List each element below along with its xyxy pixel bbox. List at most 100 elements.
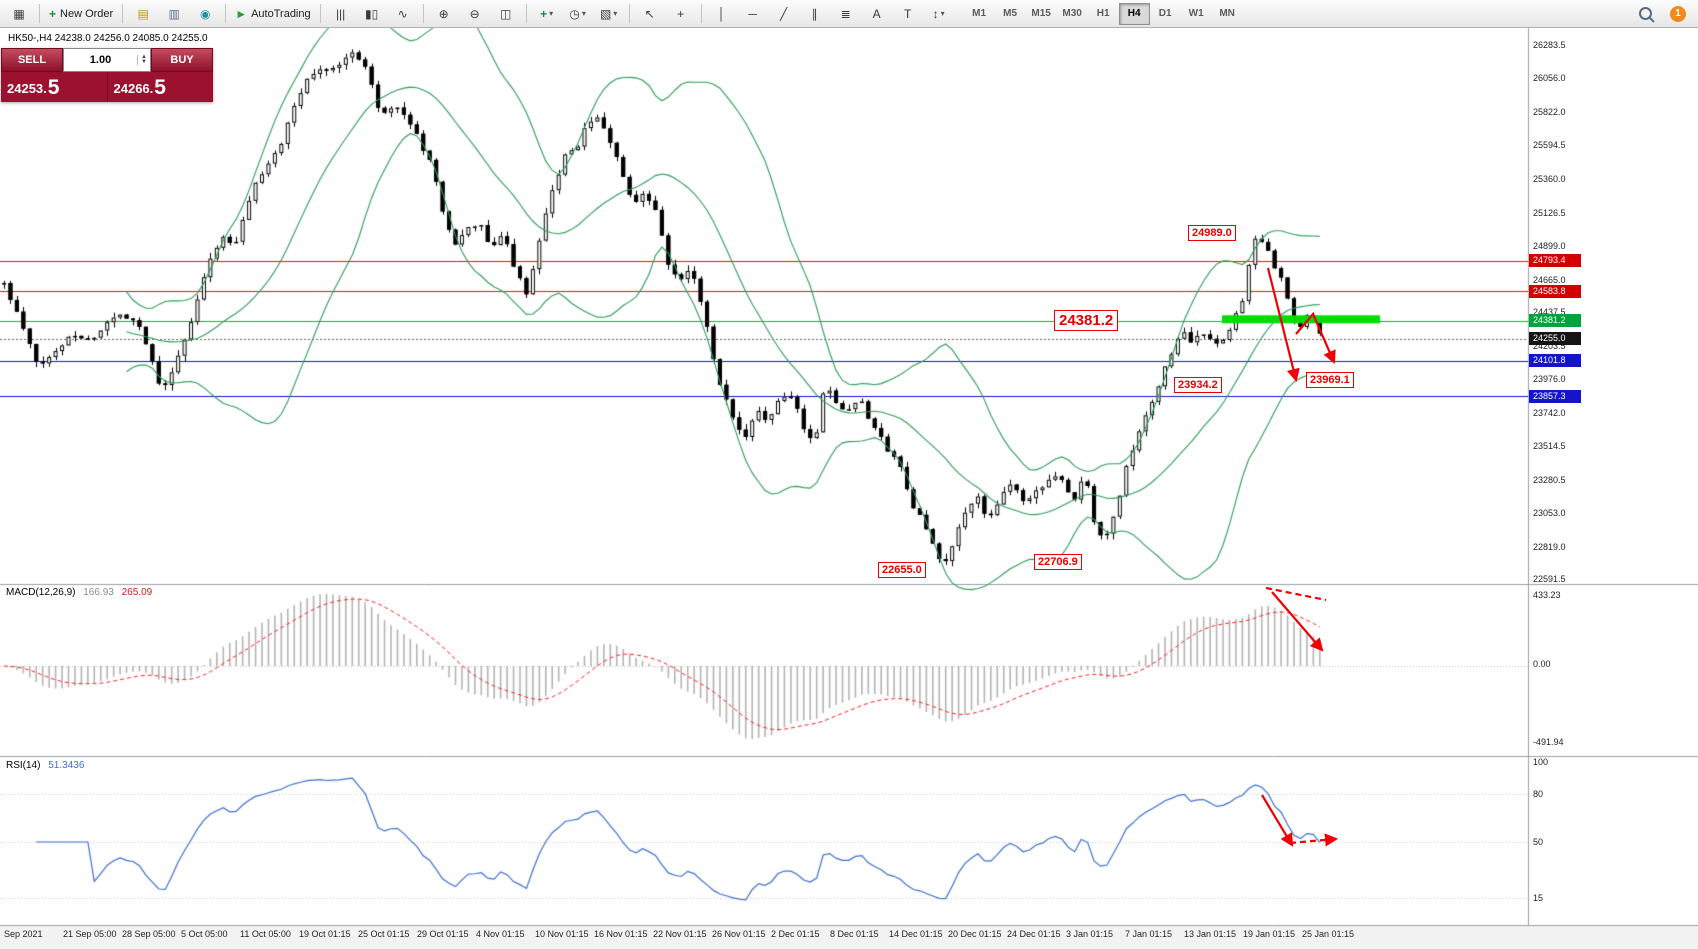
dropdown-caret-icon: ▾	[581, 9, 586, 18]
spin-down-icon[interactable]: ▼	[141, 59, 147, 65]
cursor-button[interactable]: ↖	[635, 2, 665, 26]
tile-windows-icon: ◫	[499, 6, 512, 21]
fibonacci-button[interactable]: ≣	[831, 2, 861, 26]
label-button[interactable]: T	[893, 2, 923, 26]
horizontal-line-button[interactable]: ─	[738, 2, 768, 26]
templates-button[interactable]: ▧ ▾	[594, 2, 624, 26]
time-axis-label: 24 Dec 01:15	[1007, 929, 1061, 939]
timeframe-m5[interactable]: M5	[1003, 8, 1018, 19]
bars-button[interactable]: |||	[326, 2, 356, 26]
indicators-button[interactable]: + ▾	[532, 2, 562, 26]
sell-button[interactable]: SELL	[1, 48, 63, 72]
time-axis-label: Sep 2021	[4, 929, 43, 939]
notification-badge[interactable]: 1	[1670, 5, 1686, 22]
timeframe-group: M1 M5 M15 M30 H1 H4 D1 W1 MN	[964, 2, 1243, 25]
y-axis-tick: 24899.0	[1533, 240, 1566, 251]
toolbar-separator	[525, 4, 527, 23]
autotrading-button[interactable]: ► AutoTrading	[231, 2, 314, 26]
autotrading-button-label: AutoTrading	[251, 7, 311, 20]
toolbar: ▦ + New Order ▤ ▥ ◉ ► AutoTrading ||| ▮▯ ∿ ⊕ ⊖ ◫ + ▾ ◷ ▾ ▧…	[0, 0, 1698, 28]
candlesticks-button[interactable]: ▮▯	[357, 2, 387, 26]
timeframe-h1[interactable]: H1	[1096, 8, 1110, 19]
time-axis-label: 25 Jan 01:15	[1302, 929, 1355, 939]
line-chart-icon: ∿	[397, 6, 408, 21]
timeframe-m15[interactable]: M15	[1031, 8, 1051, 19]
spin-up-icon[interactable]: ▲	[141, 54, 147, 60]
price-annotation[interactable]: 24381.2	[1054, 310, 1119, 331]
y-axis-tick: 23514.5	[1533, 440, 1566, 451]
timeframe-mn[interactable]: MN	[1219, 8, 1235, 19]
toolbar-separator	[225, 4, 227, 23]
search-button[interactable]	[1630, 2, 1660, 26]
price-level-tag: 24255.0	[1529, 332, 1581, 346]
rsi-scale-tick: 50	[1533, 837, 1544, 847]
crosshair-icon: +	[677, 6, 685, 21]
zoom-in-icon: ⊕	[438, 6, 449, 21]
vertical-line-button[interactable]: │	[707, 2, 737, 26]
time-axis-label: 20 Dec 01:15	[948, 929, 1002, 939]
periods-button[interactable]: ◷ ▾	[563, 2, 593, 26]
chart-window-button[interactable]: ▤	[128, 2, 158, 26]
price-annotation[interactable]: 22706.9	[1034, 554, 1082, 570]
price-annotation[interactable]: 23969.1	[1306, 372, 1354, 388]
timeframe-d1[interactable]: D1	[1158, 8, 1172, 19]
macd-scale-tick: 0.00	[1533, 659, 1551, 669]
charts-grid-button[interactable]: ▦	[4, 2, 34, 26]
time-axis-label: 16 Nov 01:15	[594, 929, 648, 939]
zoom-out-button[interactable]: ⊖	[460, 2, 490, 26]
channel-button[interactable]: ∥	[800, 2, 830, 26]
macd-scale-tick: -491.94	[1533, 737, 1564, 747]
search-icon	[1638, 7, 1652, 20]
text-icon: A	[872, 6, 881, 21]
price-annotation[interactable]: 22655.0	[878, 562, 926, 578]
candlesticks-icon: ▮▯	[365, 6, 379, 21]
sell-price[interactable]: 24253. 5	[1, 72, 107, 102]
volume-spin[interactable]: ▲ ▼	[137, 54, 150, 65]
price-annotation[interactable]: 24989.0	[1188, 225, 1236, 241]
zoom-in-button[interactable]: ⊕	[429, 2, 459, 26]
print-icon: ▥	[168, 6, 180, 21]
arrows-icon: ↕	[932, 6, 939, 21]
buy-button[interactable]: BUY	[151, 48, 213, 72]
y-axis-tick: 25822.0	[1533, 107, 1566, 118]
time-axis-label: 21 Sep 05:00	[63, 929, 117, 939]
arrows-button[interactable]: ↕ ▾	[924, 2, 954, 26]
indicators-icon: +	[540, 6, 548, 21]
time-axis-label: 3 Jan 01:15	[1066, 929, 1114, 939]
toolbar-separator	[39, 4, 40, 23]
volume-input[interactable]	[64, 53, 137, 67]
timeframe-h4[interactable]: H4	[1118, 2, 1150, 25]
vertical-line-icon: │	[717, 6, 726, 21]
price-level-tag: 24101.8	[1529, 354, 1581, 368]
rsi-scale-tick: 100	[1533, 757, 1549, 767]
y-axis-tick: 25594.5	[1533, 140, 1566, 151]
rsi-label: RSI(14) 51.3436	[6, 760, 85, 771]
tile-windows-button[interactable]: ◫	[491, 2, 521, 26]
time-axis-label: 19 Jan 01:15	[1243, 929, 1296, 939]
sell-price-pips: 5	[47, 76, 60, 99]
community-button[interactable]: ◉	[190, 2, 220, 26]
toolbar-separator	[628, 4, 630, 23]
print-button[interactable]: ▥	[159, 2, 189, 26]
timeframe-w1[interactable]: W1	[1188, 8, 1204, 19]
new-order-button[interactable]: + New Order	[45, 2, 117, 26]
y-axis-tick: 26056.0	[1533, 73, 1566, 84]
trendline-button[interactable]: ╱	[769, 2, 799, 26]
templates-icon: ▧	[599, 6, 612, 21]
crosshair-button[interactable]: +	[666, 2, 696, 26]
buy-price[interactable]: 24266. 5	[106, 72, 214, 102]
price-annotation[interactable]: 23934.2	[1174, 377, 1222, 393]
toolbar-separator	[700, 4, 702, 23]
one-click-trading-panel: SELL ▲ ▼ BUY 24253. 5 24266. 5	[1, 48, 213, 102]
text-button[interactable]: A	[862, 2, 892, 26]
macd-label: MACD(12,26,9) 166.93 265.09	[6, 587, 153, 598]
timeframe-m1[interactable]: M1	[972, 8, 987, 19]
buy-price-main: 24266.	[113, 81, 154, 96]
y-axis-tick: 26283.5	[1533, 40, 1566, 51]
volume-stepper[interactable]: ▲ ▼	[63, 48, 151, 72]
time-axis-label: 14 Dec 01:15	[889, 929, 943, 939]
time-axis-label: 25 Oct 01:15	[358, 929, 410, 939]
line-chart-button[interactable]: ∿	[388, 2, 418, 26]
timeframe-m30[interactable]: M30	[1062, 8, 1082, 19]
